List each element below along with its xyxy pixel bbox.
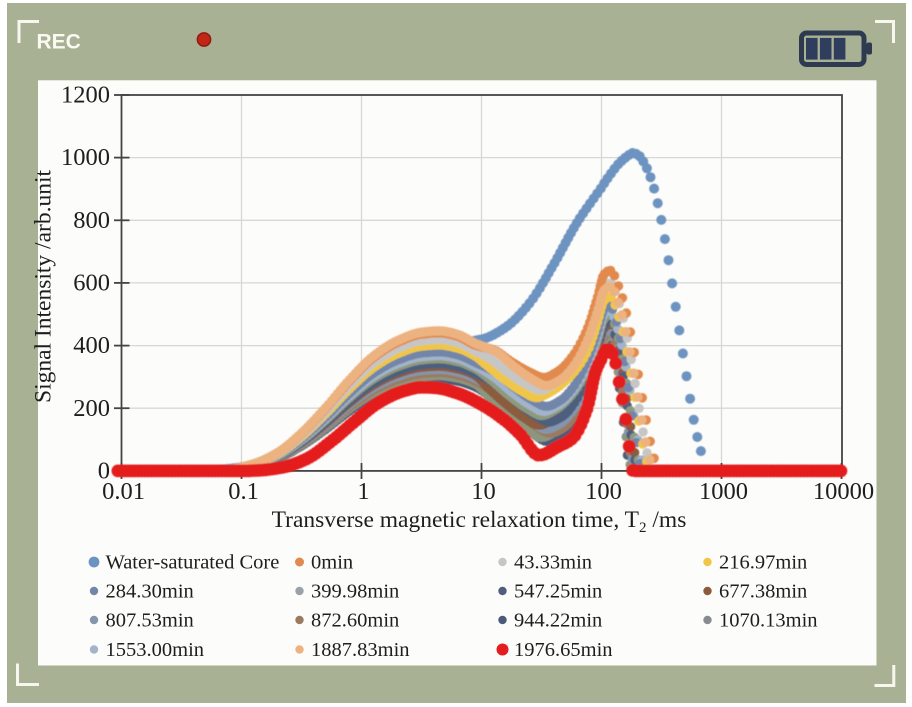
svg-text:0.1: 0.1: [228, 478, 259, 505]
svg-text:200: 200: [73, 395, 110, 422]
svg-text:Transverse magnetic relaxation: Transverse magnetic relaxation time, T2 …: [272, 507, 687, 536]
svg-text:10000: 10000: [813, 478, 874, 505]
svg-text:1200: 1200: [61, 82, 110, 109]
svg-text:1553.00min: 1553.00min: [106, 639, 205, 661]
svg-text:807.53min: 807.53min: [106, 610, 194, 632]
svg-text:1887.83min: 1887.83min: [311, 639, 410, 661]
svg-text:1070.13min: 1070.13min: [719, 610, 818, 632]
svg-text:1000: 1000: [699, 478, 748, 505]
svg-text:600: 600: [73, 269, 110, 296]
svg-text:1000: 1000: [61, 144, 110, 171]
svg-text:284.30min: 284.30min: [106, 581, 194, 603]
svg-text:1: 1: [357, 478, 369, 505]
svg-text:800: 800: [73, 207, 110, 234]
svg-text:0: 0: [98, 457, 110, 484]
svg-text:0.01: 0.01: [102, 478, 145, 505]
svg-text:Signal Intensity /arb.unit: Signal Intensity /arb.unit: [31, 170, 57, 403]
svg-text:216.97min: 216.97min: [719, 552, 807, 574]
svg-text:Water-saturated Core: Water-saturated Core: [106, 552, 280, 574]
svg-text:REC: REC: [37, 31, 81, 54]
svg-text:944.22min: 944.22min: [514, 610, 602, 632]
svg-text:399.98min: 399.98min: [311, 581, 399, 603]
svg-text:100: 100: [585, 478, 622, 505]
svg-text:400: 400: [73, 332, 110, 359]
svg-text:677.38min: 677.38min: [719, 581, 807, 603]
svg-text:10: 10: [471, 478, 496, 505]
svg-text:0min: 0min: [311, 552, 353, 574]
svg-text:43.33min: 43.33min: [514, 552, 592, 574]
svg-text:547.25min: 547.25min: [514, 581, 602, 603]
svg-text:1976.65min: 1976.65min: [514, 639, 613, 661]
svg-text:872.60min: 872.60min: [311, 610, 399, 632]
